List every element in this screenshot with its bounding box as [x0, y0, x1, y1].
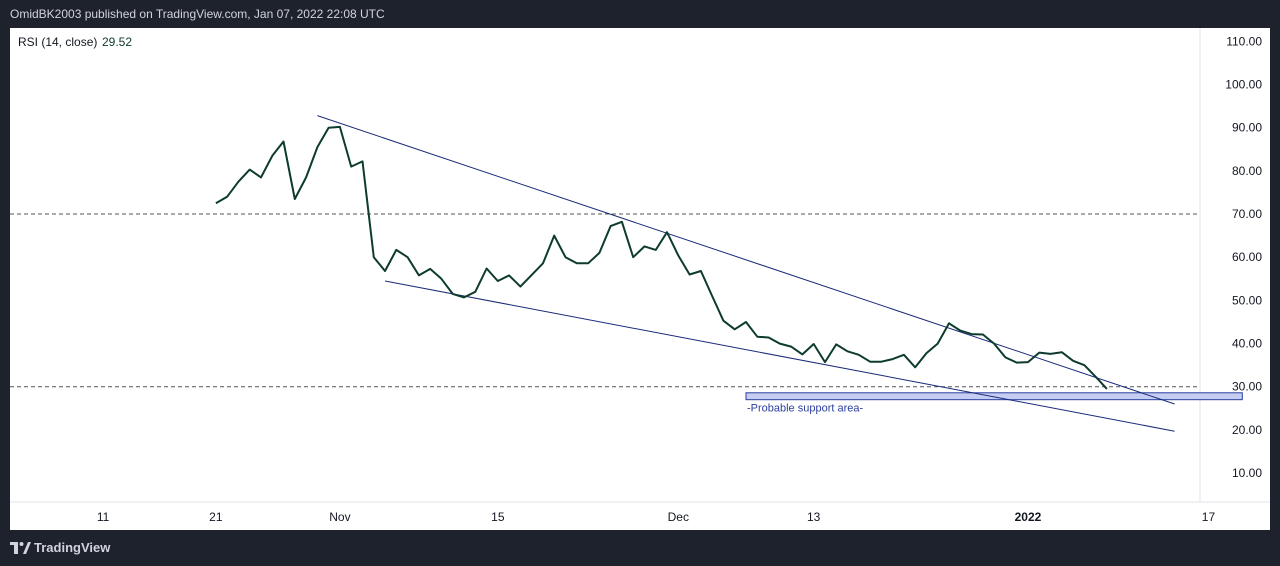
- publish-info: OmidBK2003 published on TradingView.com,…: [10, 7, 385, 21]
- x-tick-label: 11: [97, 510, 110, 524]
- x-tick-label: Nov: [329, 510, 350, 524]
- rsi-chart[interactable]: -Probable support area- 10.00 20.00 30.00 4…: [10, 28, 1270, 530]
- x-axis[interactable]: 1121Nov15Dec13202217Feb14: [97, 510, 1270, 524]
- support-area-label: -Probable support area-: [747, 403, 864, 415]
- hline-group: [10, 213, 1200, 388]
- tradingview-brand: TradingView: [34, 540, 111, 555]
- y-tick-label: 10.00: [1232, 466, 1262, 480]
- y-tick-label: 90.00: [1232, 121, 1262, 135]
- y-tick-label: 20.00: [1232, 423, 1262, 437]
- trendline-lower[interactable]: [384, 280, 1175, 432]
- chart-panel[interactable]: -Probable support area- 10.00 20.00 30.00 4…: [10, 28, 1270, 530]
- y-tick-label: 50.00: [1232, 293, 1262, 307]
- trendline-group[interactable]: [317, 115, 1175, 432]
- indicator-legend-name[interactable]: RSI (14, close): [18, 35, 97, 49]
- x-tick-label: 2022: [1015, 510, 1042, 524]
- support-area-rect[interactable]: [745, 392, 1243, 401]
- y-tick-label: 30.00: [1232, 380, 1262, 394]
- y-tick-label: 40.00: [1232, 337, 1262, 351]
- publish-header: OmidBK2003 published on TradingView.com,…: [0, 0, 1280, 28]
- support-area-group[interactable]: -Probable support area-: [745, 392, 1243, 415]
- footer: TradingView: [0, 530, 1280, 566]
- x-tick-label: Dec: [668, 510, 689, 524]
- x-tick-label: 21: [209, 510, 223, 524]
- y-tick-label: 60.00: [1232, 250, 1262, 264]
- x-tick-label: 13: [807, 510, 821, 524]
- tradingview-logo-icon: [10, 542, 31, 554]
- x-tick-label: 17: [1202, 510, 1216, 524]
- y-tick-label: 110.00: [1226, 34, 1262, 48]
- series-line-rsi: [215, 125, 1108, 390]
- x-tick-label: 15: [491, 510, 505, 524]
- indicator-legend-value: 29.52: [102, 35, 132, 49]
- y-tick-label: 80.00: [1232, 164, 1262, 178]
- y-tick-label: 70.00: [1232, 207, 1262, 221]
- y-tick-label: 100.00: [1225, 78, 1262, 92]
- trendline-upper[interactable]: [317, 115, 1175, 405]
- series-group: [215, 125, 1108, 390]
- y-axis[interactable]: 10.00 20.00 30.00 40.00 50.00 60.00 70.00 80.00…: [1225, 34, 1262, 480]
